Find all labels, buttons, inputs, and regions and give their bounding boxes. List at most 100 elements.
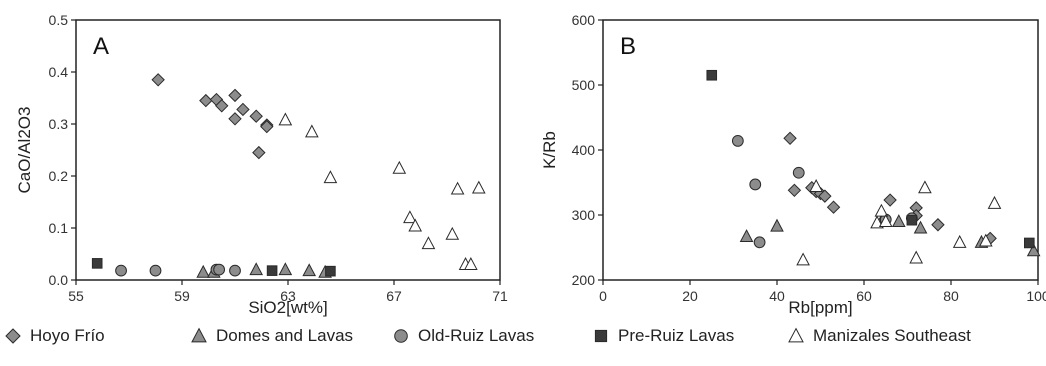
data-point: [450, 181, 465, 195]
series-triangle-open: [796, 179, 1002, 266]
y-axis-title: K/Rb: [540, 131, 559, 169]
x-tick-label: 40: [769, 288, 785, 304]
chart-panel-a: 55 59 63 67 71 0.0 0.1 0.2 0.3 0.4 0.5 SiO2[wt%] CaO…: [15, 12, 508, 317]
data-point: [215, 99, 229, 113]
data-point: [731, 135, 744, 147]
y-tick-label: 0.2: [49, 168, 69, 184]
panel-letter: B: [620, 33, 636, 60]
data-point: [913, 220, 928, 234]
data-point: [392, 160, 407, 174]
y-tick-label: 600: [572, 12, 596, 28]
x-tick-label: 67: [386, 288, 402, 304]
legend-item-domes: Domes and Lavas: [190, 326, 353, 346]
data-point: [445, 226, 460, 240]
triangle-open-marker-icon: [788, 327, 804, 343]
data-point: [1024, 237, 1035, 249]
triangle-marker-icon: [191, 327, 207, 343]
data-point: [952, 234, 967, 248]
circle-marker-icon: [394, 329, 408, 343]
y-tick-label: 0.5: [49, 12, 69, 28]
data-point: [883, 193, 897, 207]
series-square: [91, 258, 336, 277]
data-point: [906, 214, 918, 226]
x-tick-label: 59: [174, 288, 190, 304]
x-tick-label: 0: [599, 288, 607, 304]
data-point: [323, 170, 338, 184]
data-point: [228, 112, 242, 126]
x-tick-label: 80: [943, 288, 959, 304]
data-point: [783, 131, 797, 146]
data-point: [403, 210, 417, 224]
diamond-marker-icon: [5, 328, 21, 344]
legend-label: Hoyo Frío: [30, 326, 105, 345]
data-point: [471, 180, 486, 194]
data-point: [787, 183, 802, 198]
data-point: [199, 93, 213, 108]
data-point: [739, 229, 754, 242]
data-point: [809, 179, 823, 192]
data-point: [706, 69, 718, 81]
y-tick-label: 400: [572, 142, 596, 158]
panel-letter: A: [93, 33, 109, 60]
legend-marker: [5, 328, 21, 344]
y-axis-title: CaO/Al2O3: [15, 107, 34, 194]
legend-marker: [191, 327, 207, 343]
data-point: [918, 180, 932, 194]
y-tick-label: 0.0: [49, 272, 69, 288]
x-tick-label: 20: [682, 288, 698, 304]
data-point: [878, 214, 893, 228]
y-tick-label: 200: [572, 272, 596, 288]
data-point: [1026, 243, 1041, 257]
data-point: [266, 265, 278, 276]
legend-item-manizales: Manizales Southeast: [787, 326, 971, 346]
legend-item-oldruiz: Old-Ruiz Lavas: [392, 326, 534, 346]
data-point: [249, 109, 263, 123]
legend-marker: [788, 327, 804, 343]
legend-item-hoyo: Hoyo Frío: [4, 326, 105, 346]
legend-marker: [394, 329, 408, 343]
data-point: [278, 112, 293, 126]
data-point: [305, 124, 319, 138]
x-tick-label: 60: [856, 288, 872, 304]
data-point: [421, 236, 436, 250]
data-point: [278, 262, 293, 276]
data-point: [931, 218, 945, 232]
x-tick-label: 100: [1026, 288, 1046, 304]
data-point: [115, 264, 127, 277]
data-point: [228, 88, 242, 103]
legend-marker: [594, 329, 608, 343]
data-point: [818, 189, 832, 203]
data-point: [978, 233, 993, 247]
x-tick-label: 63: [280, 288, 296, 304]
data-point: [770, 218, 784, 232]
y-tick-label: 0.4: [49, 64, 69, 80]
data-point: [196, 264, 211, 278]
data-point: [749, 178, 762, 191]
data-point: [792, 166, 805, 179]
x-axis-title: Rb[ppm]: [788, 298, 852, 317]
legend: Hoyo Frío Domes and Lavas Old-Ruiz Lavas Pr…: [0, 318, 1046, 358]
legend-label: Old-Ruiz Lavas: [418, 326, 535, 345]
y-tick-label: 0.3: [49, 116, 69, 132]
x-tick-label: 71: [492, 288, 508, 304]
data-point: [213, 263, 226, 276]
legend-label: Pre-Ruiz Lavas: [618, 326, 735, 345]
legend-label: Domes and Lavas: [216, 326, 354, 345]
data-point: [252, 145, 266, 160]
data-point: [796, 252, 810, 266]
x-tick-label: 55: [68, 288, 84, 304]
data-point: [260, 119, 274, 134]
x-axis-title: SiO2[wt%]: [248, 298, 327, 317]
data-point: [408, 218, 423, 232]
data-point: [249, 262, 264, 276]
y-tick-label: 500: [572, 77, 596, 93]
data-point: [909, 250, 924, 264]
legend-label: Manizales Southeast: [813, 326, 971, 345]
data-point: [891, 214, 906, 228]
plot-frame: [75, 19, 501, 281]
chart-panel-b: 0 20 40 60 80 100 200 300 400 500 600 Rb[ppm] K/Rb B: [540, 12, 1046, 317]
data-point: [874, 203, 889, 217]
data-point: [149, 264, 162, 277]
series-diamond: [151, 73, 274, 160]
charts-area: 55 59 63 67 71 0.0 0.1 0.2 0.3 0.4 0.5 SiO2[wt%] CaO…: [15, 12, 1046, 317]
